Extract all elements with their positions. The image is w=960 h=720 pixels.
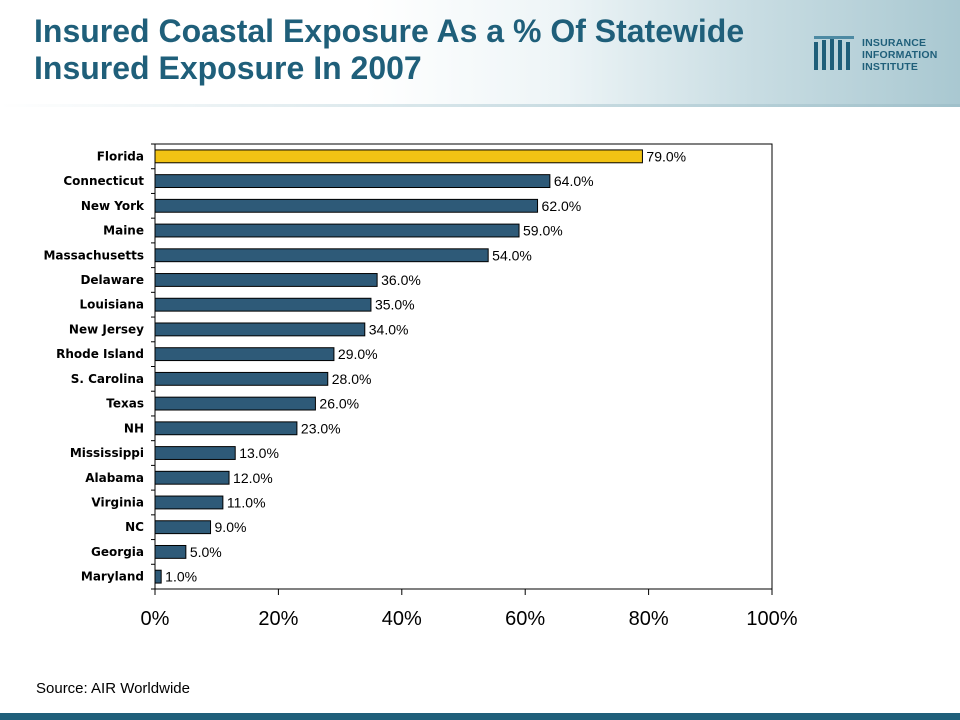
bar <box>154 520 212 535</box>
bar <box>154 371 329 386</box>
logo-line-3: INSTITUTE <box>862 61 919 73</box>
category-label: Texas <box>106 397 144 411</box>
bar <box>154 297 372 312</box>
logo-line-2: INFORMATION <box>862 49 938 61</box>
value-label: 35.0% <box>375 297 415 313</box>
bar <box>154 347 335 362</box>
bar <box>154 248 489 263</box>
category-label: Delaware <box>80 273 144 287</box>
category-label: Massachusetts <box>43 248 144 262</box>
category-label: New Jersey <box>69 322 144 336</box>
category-label: Connecticut <box>63 174 144 188</box>
value-label: 9.0% <box>215 519 247 535</box>
value-label: 79.0% <box>646 148 686 164</box>
bar <box>154 198 539 213</box>
category-label: Maryland <box>81 570 144 584</box>
title-line-1: Insured Coastal Exposure As a % Of State… <box>34 13 745 49</box>
category-label: Louisiana <box>79 298 144 312</box>
bar <box>154 322 366 337</box>
category-label: New York <box>81 199 145 213</box>
bar <box>154 273 378 287</box>
category-label: Mississippi <box>70 446 144 460</box>
bar <box>154 495 224 510</box>
category-label: Florida <box>97 149 144 163</box>
category-label: NH <box>124 421 144 435</box>
category-label: NC <box>125 520 144 534</box>
logo-line-1: INSURANCE <box>862 37 927 49</box>
bar <box>154 223 520 238</box>
value-label: 59.0% <box>523 223 563 239</box>
value-label: 11.0% <box>227 494 266 510</box>
bar <box>154 446 236 460</box>
value-label: 26.0% <box>319 396 359 412</box>
bar <box>154 421 298 436</box>
value-label: 34.0% <box>369 321 409 337</box>
iii-logo: INSURANCE INFORMATION INSTITUTE <box>814 34 954 74</box>
x-tick-label: 20% <box>258 608 298 630</box>
source-note: Source: AIR Worldwide <box>36 680 190 697</box>
value-label: 62.0% <box>542 198 582 214</box>
category-label: Maine <box>103 224 144 238</box>
value-label: 13.0% <box>239 445 279 461</box>
page-title: Insured Coastal Exposure As a % Of State… <box>34 13 814 87</box>
value-label: 28.0% <box>332 371 372 387</box>
x-tick-label: 40% <box>382 608 422 630</box>
bar <box>154 544 187 559</box>
category-label: Georgia <box>91 545 144 559</box>
value-label: 5.0% <box>190 544 222 560</box>
footer-band <box>0 713 960 720</box>
x-tick-label: 60% <box>505 608 545 630</box>
bar <box>154 396 316 411</box>
value-label: 1.0% <box>165 569 197 585</box>
header-band <box>0 0 960 104</box>
category-label: Virginia <box>91 495 144 509</box>
value-label: 23.0% <box>301 420 341 436</box>
bar <box>154 569 162 584</box>
bar <box>154 470 230 485</box>
x-tick-label: 80% <box>629 608 669 630</box>
x-tick-label: 100% <box>746 608 797 630</box>
value-label: 29.0% <box>338 346 378 362</box>
header-divider <box>0 104 960 107</box>
x-tick-label: 0% <box>141 608 170 630</box>
value-label: 64.0% <box>554 173 594 189</box>
iii-logo-icon <box>814 36 854 70</box>
category-label: S. Carolina <box>71 372 144 386</box>
category-label: Alabama <box>85 471 144 485</box>
value-label: 36.0% <box>381 272 421 288</box>
title-line-2: Insured Exposure In 2007 <box>34 50 422 86</box>
value-label: 54.0% <box>492 247 532 263</box>
category-label: Rhode Island <box>56 347 144 361</box>
iii-logo-text: INSURANCE INFORMATION INSTITUTE <box>862 37 938 73</box>
value-label: 12.0% <box>233 470 273 486</box>
bar <box>154 149 643 164</box>
bar-chart: Florida 79.0% Connecticut 64.0% New York 62.0… <box>43 143 798 630</box>
bar <box>154 174 551 189</box>
